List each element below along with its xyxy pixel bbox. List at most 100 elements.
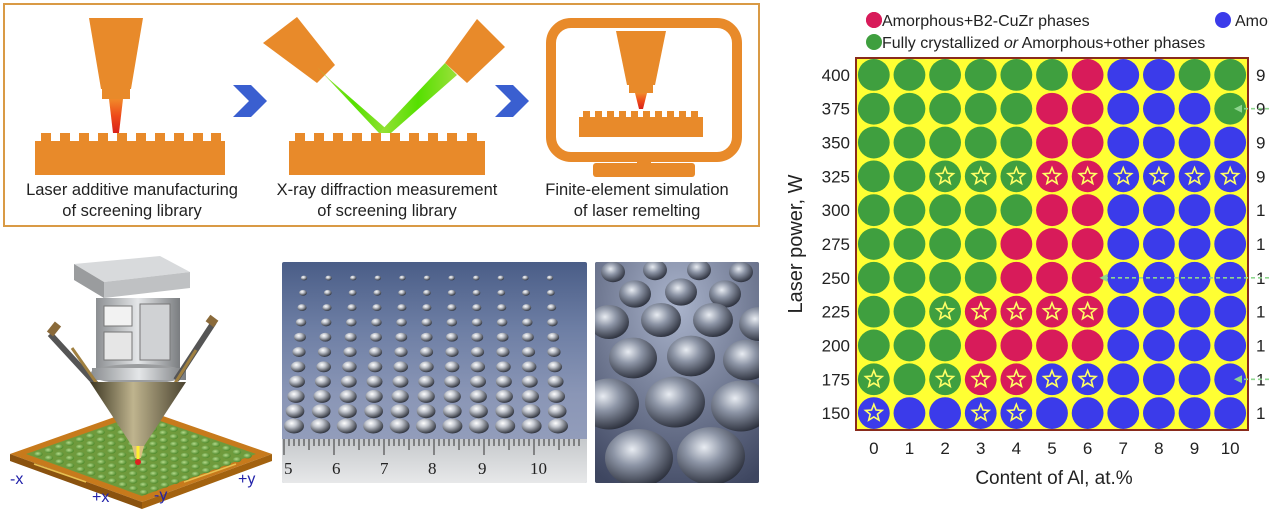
ruler-number: 6: [332, 459, 341, 478]
bead: [472, 304, 482, 312]
bead: [287, 389, 305, 403]
ruler-number: 10: [530, 459, 547, 478]
phase-cell: [857, 194, 890, 227]
bead: [496, 318, 508, 327]
bead: [319, 332, 332, 342]
bead: [547, 389, 566, 403]
bead: [547, 361, 563, 373]
bump: [55, 459, 64, 465]
bump: [158, 422, 168, 428]
bead: [445, 347, 459, 357]
bead: [522, 318, 533, 327]
bump: [34, 451, 43, 457]
y-tick-label: 325: [822, 167, 850, 186]
bump: [86, 463, 96, 469]
star-icon: [970, 165, 992, 186]
phase-cell: [857, 59, 890, 91]
bead: [372, 304, 382, 312]
bead-closeup-icon: [595, 262, 759, 483]
deposition-head-icon: -x +x -y +y: [10, 256, 272, 509]
phase-cell: [1143, 261, 1175, 294]
phase-cell: [1143, 363, 1175, 396]
bead: [292, 347, 306, 357]
bead: [390, 404, 410, 419]
bump: [107, 463, 117, 469]
bump: [232, 449, 242, 455]
phase-cell: [1143, 295, 1175, 328]
ruler-number: 9: [478, 459, 487, 478]
phase-cell: [964, 92, 997, 125]
bead: [373, 289, 382, 296]
bump: [181, 475, 190, 481]
bead: [470, 375, 486, 388]
phase-cell: [857, 228, 890, 260]
bead: [396, 318, 407, 327]
phase-cell: [893, 160, 926, 193]
bead: [394, 347, 408, 357]
phase-cell: [929, 160, 961, 193]
phase-cell: [1071, 126, 1104, 159]
bump: [180, 467, 190, 473]
phase-cell: [1036, 160, 1068, 193]
phase-cell: [929, 228, 961, 260]
star-icon: [970, 300, 992, 321]
bump: [139, 489, 149, 495]
bump: [169, 426, 178, 432]
bead: [547, 347, 561, 357]
bump: [139, 474, 148, 480]
bump: [97, 459, 106, 465]
phase-cell: [1214, 194, 1247, 227]
bump: [118, 474, 127, 480]
bump: [180, 460, 190, 466]
bead: [547, 404, 567, 419]
phase-cell: [929, 194, 961, 227]
phase-cell: [857, 363, 890, 396]
phase-cell: [1071, 363, 1104, 396]
right-axis-label: 9: [1256, 167, 1265, 186]
phase-cell: [893, 92, 926, 125]
ruler-number: 8: [428, 459, 437, 478]
phase-cell: [929, 92, 961, 125]
bead: [547, 375, 564, 388]
phase-cell: [1107, 92, 1140, 125]
x-tick-label: 9: [1190, 439, 1199, 458]
bump: [44, 455, 54, 461]
bump: [139, 467, 148, 473]
bead: [495, 389, 513, 403]
bead: [521, 347, 536, 357]
y-tick-label: 275: [822, 235, 850, 254]
bump: [118, 482, 128, 488]
bump: [160, 482, 169, 488]
workflow-illustration: [35, 17, 742, 177]
phase-cell: [1178, 329, 1211, 362]
bump: [212, 456, 221, 462]
phase-cell: [1071, 194, 1104, 227]
phase-cell: [1107, 59, 1140, 91]
bead: [667, 335, 715, 377]
phase-cell: [929, 126, 961, 159]
y-tick-label: 375: [822, 100, 850, 119]
star-icon: [970, 368, 992, 389]
x-tick-label: 4: [1012, 439, 1021, 458]
star-icon: [1184, 165, 1205, 186]
bump: [107, 455, 116, 462]
star-icon: [863, 368, 885, 389]
bead: [336, 418, 357, 434]
phase-cell: [857, 397, 890, 429]
phase-cell: [1178, 194, 1211, 227]
bead: [495, 418, 516, 434]
bead: [595, 378, 639, 430]
bead: [605, 429, 673, 483]
phase-cell: [1214, 160, 1247, 193]
phase-cell: [1107, 194, 1140, 227]
bead: [295, 318, 307, 327]
phase-cell: [1107, 397, 1140, 429]
bead: [693, 303, 733, 337]
bump: [170, 471, 180, 477]
bump: [86, 440, 95, 446]
star-icon: [1005, 402, 1027, 422]
bead: [350, 275, 357, 281]
bead: [370, 332, 382, 342]
right-axis-label: 1: [1256, 404, 1265, 423]
bead: [601, 262, 625, 283]
